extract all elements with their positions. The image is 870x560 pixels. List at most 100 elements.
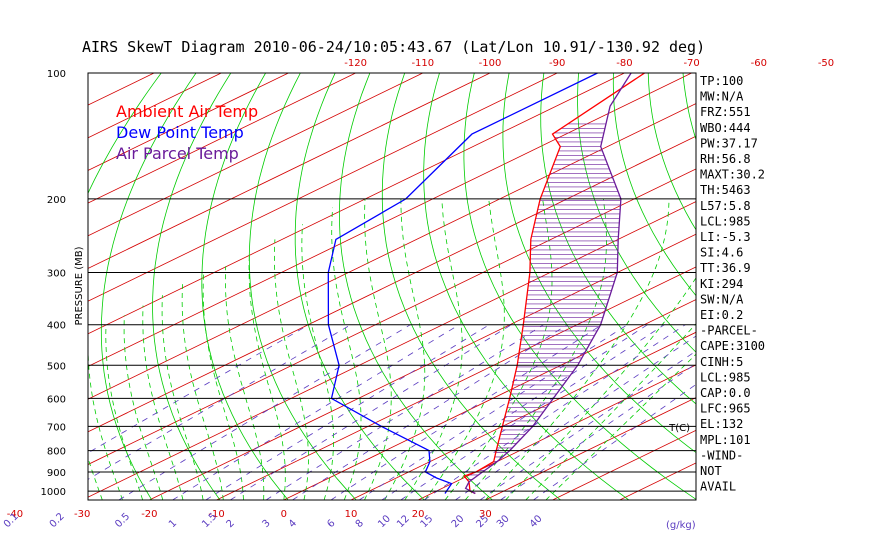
bottom-temp-tick: -30 [74, 509, 90, 520]
index-line: LCL:985 [700, 214, 751, 228]
top-temp-tick: -100 [479, 58, 502, 69]
dry-adiabat [577, 73, 696, 353]
isotherm-line [418, 364, 696, 500]
dry-adiabat [822, 73, 870, 500]
pressure-tick-label: 100 [47, 69, 66, 80]
moist-adiabat [384, 198, 426, 500]
y-axis-label: PRESSURE (MB) [74, 246, 85, 325]
top-temp-tick: -80 [616, 58, 632, 69]
mixing-ratio-line [400, 324, 665, 500]
moist-adiabat [181, 284, 224, 500]
index-line: EL:132 [700, 417, 743, 431]
index-line: TH:5463 [700, 183, 751, 197]
mixing-ratio-label: 4 [287, 518, 299, 530]
mixing-ratio-unit: (g/kg) [666, 520, 696, 531]
mixing-ratio-label: 3 [260, 518, 272, 530]
legend-dewpoint: Dew Point Temp [116, 123, 244, 142]
temp-unit-label: T(C) [668, 423, 690, 434]
moist-adiabat [161, 295, 204, 500]
pressure-tick-label: 800 [47, 447, 66, 458]
dry-adiabat [753, 73, 870, 500]
pressure-tick-label: 900 [47, 468, 66, 479]
dry-adiabat [857, 73, 870, 500]
pressure-tick-label: 500 [47, 361, 66, 372]
moist-adiabat [404, 198, 463, 500]
moist-adiabat [88, 456, 103, 500]
dry-adiabat [294, 73, 425, 500]
isotherm-line [485, 397, 696, 500]
mixing-ratio-line [455, 335, 696, 500]
mixing-ratio-line [330, 324, 603, 500]
mixing-ratio-label: 0.2 [48, 511, 67, 530]
dry-adiabat [423, 73, 630, 500]
top-temp-tick: -50 [818, 58, 834, 69]
bottom-temp-tick: 30 [479, 509, 492, 520]
top-temp-tick: -110 [411, 58, 434, 69]
index-line: CINH:5 [700, 355, 743, 369]
index-line: SI:4.6 [700, 246, 743, 260]
moist-adiabat [105, 324, 144, 500]
index-line: FRZ:551 [700, 105, 751, 119]
legend: Ambient Air Temp Dew Point Temp Air Parc… [116, 102, 258, 163]
plot-frame [87, 72, 697, 501]
index-line: EI:0.2 [700, 308, 743, 322]
bottom-temp-tick: -20 [141, 509, 157, 520]
moist-adiabat [301, 224, 335, 500]
isotherm-line [88, 73, 692, 367]
mixing-ratio-label: 2 [225, 518, 237, 530]
mixing-ratio-line [479, 350, 696, 500]
index-line: CAP:0.0 [700, 386, 751, 400]
index-line: -PARCEL- [700, 324, 758, 338]
dry-adiabat [338, 73, 493, 500]
index-line: MPL:101 [700, 433, 751, 447]
dry-adiabat [502, 73, 696, 454]
cape-hatch [467, 123, 621, 494]
isotherm-line [283, 299, 696, 500]
pressure-tick-label: 600 [47, 394, 66, 405]
isotherm-line [88, 73, 491, 269]
dry-adiabat [463, 73, 696, 500]
top-temp-tick: -60 [751, 58, 767, 69]
top-temp-tick: -90 [549, 58, 565, 69]
isotherm-line [88, 73, 356, 204]
mixing-ratio-line [88, 324, 352, 480]
index-line: CAPE:3100 [700, 339, 765, 353]
isotherm-line [88, 73, 625, 335]
isotherm-line [88, 73, 289, 171]
moist-adiabat [331, 207, 362, 500]
index-line: MAXT:30.2 [700, 168, 765, 182]
bottom-temp-tick: -10 [208, 509, 224, 520]
mixing-ratio-line [205, 324, 490, 500]
legend-parcel: Air Parcel Temp [116, 144, 239, 163]
index-line: SW:N/A [700, 292, 744, 306]
bottom-temp-tick: 10 [345, 509, 358, 520]
mixing-ratio-line [292, 324, 568, 500]
dewpoint-line [327, 73, 598, 494]
mixing-ratio-line [533, 384, 696, 500]
index-line: TP:100 [700, 74, 743, 88]
isotherm-line [0, 73, 20, 500]
isotherm-line [88, 73, 423, 237]
isotherm-line [88, 135, 696, 433]
index-line: NOT [700, 464, 722, 478]
legend-ambient: Ambient Air Temp [116, 102, 258, 121]
dry-adiabat [88, 73, 162, 195]
mixing-ratio-line [172, 324, 460, 500]
isotherm-line [216, 266, 696, 500]
mixing-ratio-label: 30 [495, 513, 512, 530]
dry-adiabat [152, 73, 232, 500]
mixing-ratio-label: 8 [354, 518, 366, 530]
pressure-tick-label: 200 [47, 195, 66, 206]
moist-adiabat [505, 277, 696, 500]
mixing-ratio-line [424, 324, 686, 500]
moist-adiabat [485, 198, 670, 500]
index-line: LFC:965 [700, 402, 751, 416]
moist-adiabat [444, 198, 553, 500]
mixing-ratio-label: 6 [325, 518, 337, 530]
index-line: WBO:444 [700, 121, 751, 135]
dry-adiabat [201, 73, 289, 500]
mixing-ratio-label: 10 [376, 513, 393, 530]
moist-adiabat [248, 253, 286, 500]
